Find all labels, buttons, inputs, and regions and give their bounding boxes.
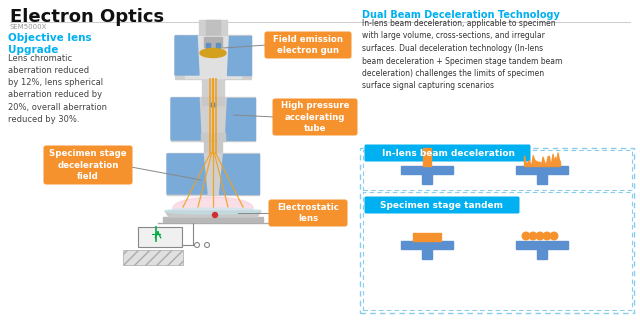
Polygon shape [537, 249, 547, 259]
Polygon shape [185, 36, 241, 78]
Text: High pressure
accelerating
tube: High pressure accelerating tube [281, 102, 349, 133]
Polygon shape [516, 166, 568, 174]
Text: In-lens beam deceleration, applicable to specimen
with large volume, cross-secti: In-lens beam deceleration, applicable to… [362, 19, 563, 90]
Text: Dual Beam Deceleration Technology: Dual Beam Deceleration Technology [362, 10, 560, 20]
Bar [138, 227, 182, 247]
Bar [123, 250, 183, 265]
Text: In-lens beam deceleration: In-lens beam deceleration [381, 148, 515, 157]
Polygon shape [206, 20, 220, 35]
Polygon shape [206, 43, 210, 51]
Text: Specimen stage
deceleration
field: Specimen stage deceleration field [49, 149, 127, 181]
Circle shape [212, 212, 218, 217]
Polygon shape [175, 35, 251, 79]
Bar [363, 150, 632, 190]
Polygon shape [537, 174, 547, 184]
Polygon shape [422, 174, 432, 184]
Polygon shape [163, 217, 263, 222]
Text: Specimen stage tandem: Specimen stage tandem [381, 201, 504, 209]
Ellipse shape [210, 103, 216, 107]
Text: Objective lens
Upgrade: Objective lens Upgrade [8, 33, 92, 55]
Polygon shape [423, 148, 431, 166]
Bar [360, 148, 634, 313]
Polygon shape [167, 154, 207, 194]
FancyBboxPatch shape [44, 145, 132, 185]
Polygon shape [167, 153, 259, 195]
Polygon shape [401, 241, 453, 249]
Polygon shape [202, 97, 224, 105]
Circle shape [522, 232, 530, 240]
Polygon shape [225, 98, 255, 140]
Polygon shape [516, 241, 568, 249]
FancyBboxPatch shape [365, 144, 531, 161]
FancyBboxPatch shape [273, 98, 358, 135]
Ellipse shape [186, 201, 241, 215]
Polygon shape [422, 249, 432, 259]
Circle shape [550, 232, 558, 240]
FancyBboxPatch shape [269, 200, 348, 226]
Polygon shape [401, 166, 453, 174]
Circle shape [536, 232, 544, 240]
Text: Electrostatic
lens: Electrostatic lens [277, 203, 339, 223]
Circle shape [529, 232, 537, 240]
FancyBboxPatch shape [264, 31, 351, 59]
Polygon shape [171, 97, 255, 141]
Polygon shape [204, 141, 222, 153]
Ellipse shape [173, 197, 253, 219]
Polygon shape [171, 98, 201, 140]
Polygon shape [216, 43, 220, 51]
Ellipse shape [165, 208, 261, 214]
Polygon shape [227, 36, 251, 75]
Polygon shape [165, 211, 261, 217]
Polygon shape [413, 233, 441, 241]
Polygon shape [202, 79, 224, 97]
Text: Electron Optics: Electron Optics [10, 8, 164, 26]
Circle shape [543, 232, 551, 240]
Polygon shape [175, 36, 199, 75]
Text: Field emission
electron gun: Field emission electron gun [273, 35, 343, 55]
Text: Lens chromatic
aberration reduced
by 12%, lens spherical
aberration reduced by
2: Lens chromatic aberration reduced by 12%… [8, 54, 107, 124]
FancyBboxPatch shape [365, 197, 520, 213]
Polygon shape [199, 20, 227, 35]
Polygon shape [204, 37, 222, 47]
Bar [363, 192, 632, 310]
Ellipse shape [200, 49, 226, 58]
Polygon shape [219, 154, 259, 194]
Text: SEM5000X: SEM5000X [10, 24, 47, 30]
Polygon shape [201, 133, 225, 141]
